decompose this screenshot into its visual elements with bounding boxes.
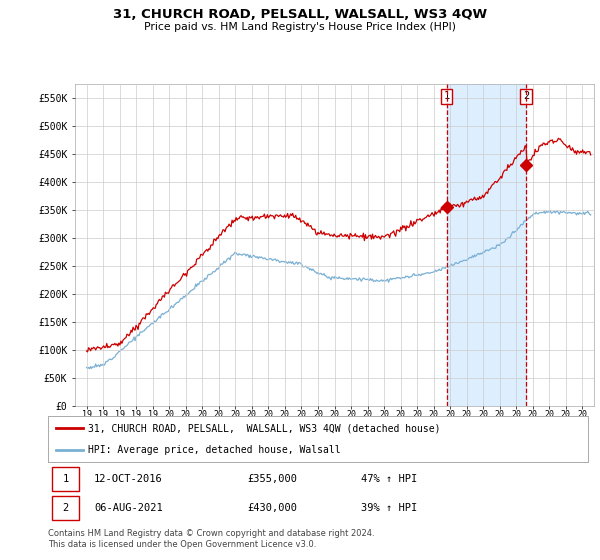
Text: 2: 2 xyxy=(523,91,529,101)
Text: 2: 2 xyxy=(62,503,69,513)
FancyBboxPatch shape xyxy=(52,467,79,492)
Text: 12-OCT-2016: 12-OCT-2016 xyxy=(94,474,163,484)
Text: 31, CHURCH ROAD, PELSALL,  WALSALL, WS3 4QW (detached house): 31, CHURCH ROAD, PELSALL, WALSALL, WS3 4… xyxy=(89,423,441,433)
Text: 06-AUG-2021: 06-AUG-2021 xyxy=(94,503,163,513)
Text: £430,000: £430,000 xyxy=(248,503,298,513)
Text: 1: 1 xyxy=(443,91,450,101)
Text: £355,000: £355,000 xyxy=(248,474,298,484)
Text: 31, CHURCH ROAD, PELSALL, WALSALL, WS3 4QW: 31, CHURCH ROAD, PELSALL, WALSALL, WS3 4… xyxy=(113,8,487,21)
Text: 39% ↑ HPI: 39% ↑ HPI xyxy=(361,503,418,513)
Text: 1: 1 xyxy=(62,474,69,484)
Text: 47% ↑ HPI: 47% ↑ HPI xyxy=(361,474,418,484)
Text: Contains HM Land Registry data © Crown copyright and database right 2024.
This d: Contains HM Land Registry data © Crown c… xyxy=(48,529,374,549)
Text: HPI: Average price, detached house, Walsall: HPI: Average price, detached house, Wals… xyxy=(89,445,341,455)
Text: Price paid vs. HM Land Registry's House Price Index (HPI): Price paid vs. HM Land Registry's House … xyxy=(144,22,456,32)
FancyBboxPatch shape xyxy=(52,496,79,520)
Bar xyxy=(447,84,526,406)
